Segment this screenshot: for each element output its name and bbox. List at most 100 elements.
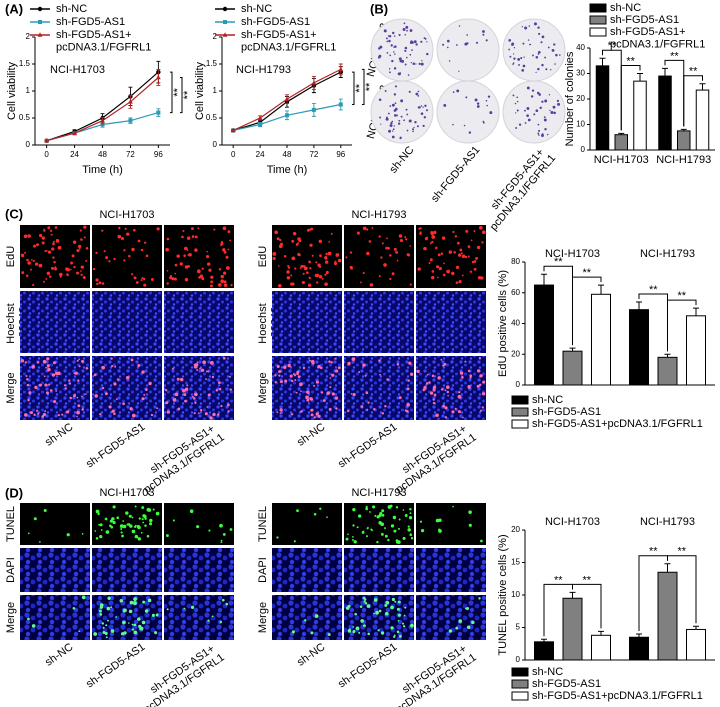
significance-label: ** [554, 574, 563, 586]
legend-label: sh-NC [532, 666, 563, 678]
cell [123, 631, 127, 635]
cell [452, 230, 455, 234]
error-bar [662, 67, 668, 77]
cell [306, 271, 309, 275]
cell [409, 508, 412, 511]
cell [455, 281, 459, 285]
cell [431, 374, 435, 378]
cell [364, 602, 367, 605]
cell [302, 366, 306, 370]
cell [225, 602, 229, 606]
cell [429, 258, 433, 262]
cell [83, 236, 86, 239]
cell [108, 405, 112, 409]
micrograph-texture [20, 548, 90, 592]
cell [442, 273, 446, 277]
colony [483, 122, 485, 124]
colony [508, 48, 511, 51]
cell [125, 511, 129, 515]
cell [85, 393, 87, 395]
colony [393, 51, 395, 53]
cell [372, 505, 376, 509]
colony [518, 123, 522, 126]
micrograph-texture [164, 356, 234, 420]
micrograph-texture [164, 548, 234, 592]
cell [92, 267, 96, 271]
cell [295, 391, 298, 394]
cell [155, 511, 160, 516]
marker [257, 115, 263, 120]
cell [68, 379, 71, 382]
cell [142, 277, 146, 281]
cell [480, 539, 483, 543]
colony [414, 121, 417, 124]
cell [186, 384, 189, 387]
cell [366, 535, 368, 538]
cell [300, 410, 303, 413]
colony [394, 102, 397, 105]
cell [335, 253, 340, 257]
marker [311, 80, 317, 85]
cell [33, 517, 37, 521]
cell [378, 521, 382, 525]
cell [380, 532, 384, 536]
significance-label: ** [626, 55, 635, 67]
cell [368, 240, 372, 243]
micrograph-texture [344, 548, 414, 592]
cell [57, 371, 61, 376]
colony [537, 53, 540, 55]
cell [440, 252, 444, 255]
colony [543, 118, 547, 122]
cell [435, 413, 439, 418]
cell [306, 390, 310, 394]
legend-label: sh-FGD5-AS1 [610, 14, 679, 26]
significance-label: ** [172, 87, 184, 96]
cell [189, 509, 194, 514]
cell [398, 518, 401, 521]
cell [464, 255, 468, 259]
cell [72, 394, 77, 398]
cell [66, 410, 70, 414]
cell [50, 266, 54, 270]
cell [324, 282, 328, 287]
cell [325, 252, 328, 256]
cell [78, 247, 81, 250]
cell [126, 232, 130, 236]
cell [345, 606, 350, 610]
cell [96, 537, 99, 540]
cell [469, 270, 473, 273]
colony [402, 28, 406, 31]
cell [80, 270, 82, 272]
cell [177, 407, 181, 411]
bar [562, 597, 583, 661]
cell [78, 358, 81, 361]
x-tick-label: 96 [336, 150, 345, 159]
colony [557, 102, 561, 106]
cell [194, 363, 199, 367]
cell [169, 274, 173, 278]
cell [384, 611, 389, 616]
cell [49, 229, 53, 232]
cell [377, 629, 380, 632]
colony [489, 111, 493, 115]
cell [444, 389, 447, 392]
cell [319, 254, 322, 257]
colony [391, 59, 394, 63]
cell [407, 525, 410, 528]
cell [81, 595, 86, 600]
cell [131, 413, 136, 418]
cell [428, 381, 431, 384]
cell [106, 606, 111, 611]
colony [553, 111, 556, 115]
colony [524, 26, 528, 30]
cell [47, 226, 51, 230]
cell [55, 390, 58, 392]
cell [223, 280, 227, 284]
cell [397, 619, 400, 622]
cell [190, 605, 195, 609]
cell [113, 257, 116, 261]
marker [156, 110, 161, 115]
cell [110, 606, 113, 609]
cell [470, 239, 473, 242]
cell [20, 359, 25, 363]
